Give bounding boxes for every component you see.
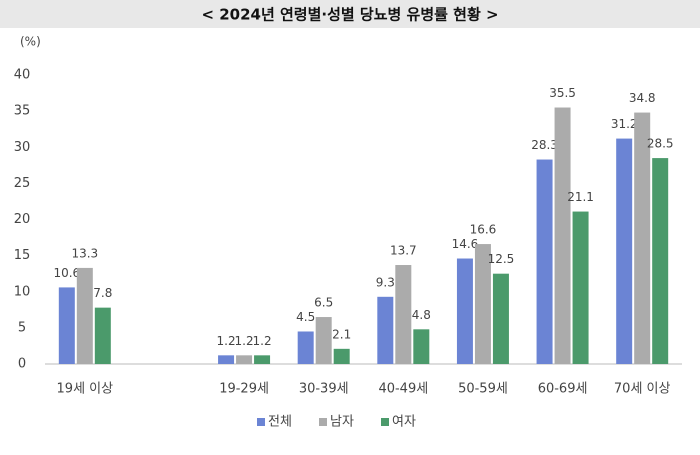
value-label: 10.6 [53, 266, 80, 280]
x-tick-label: 30-39세 [299, 382, 349, 397]
x-tick-label: 60-69세 [538, 382, 588, 397]
value-label: 7.8 [93, 286, 112, 300]
y-tick-label: 20 [14, 212, 31, 227]
y-tick-label: 35 [14, 104, 31, 119]
bar [456, 258, 473, 364]
bar [413, 329, 430, 364]
bar [395, 265, 412, 364]
value-label: 4.5 [296, 310, 315, 324]
bar [474, 244, 491, 364]
bar [554, 107, 571, 364]
value-label: 2.1 [332, 327, 351, 341]
value-label: 34.8 [629, 91, 656, 105]
bar [492, 273, 509, 364]
value-label: 28.3 [531, 138, 558, 152]
legend-label: 남자 [330, 415, 354, 430]
bar [616, 138, 633, 364]
value-label: 1.2 [253, 334, 272, 348]
bar [333, 348, 350, 364]
chart-title: < 2024년 연령별·성별 당뇨병 유병률 현황 > [201, 6, 498, 24]
bar [58, 287, 75, 364]
value-label: 1.2 [217, 334, 236, 348]
bar [76, 267, 93, 364]
title-bar [0, 0, 700, 28]
bar [297, 331, 314, 364]
bar [94, 307, 111, 364]
value-label: 6.5 [314, 296, 333, 310]
bar [652, 158, 669, 364]
value-label: 9.3 [376, 275, 395, 289]
x-tick-label: 50-59세 [458, 382, 508, 397]
value-label: 28.5 [647, 137, 674, 151]
legend-label: 전체 [268, 415, 292, 430]
value-label: 14.6 [452, 237, 479, 251]
value-label: 1.2 [235, 334, 254, 348]
y-tick-label: 10 [14, 284, 31, 299]
bar [536, 159, 553, 364]
x-tick-label: 70세 이상 [614, 382, 671, 397]
y-tick-label: 25 [14, 176, 31, 191]
bar [315, 317, 332, 364]
bar [377, 296, 394, 364]
value-label: 12.5 [488, 252, 515, 266]
y-tick-label: 15 [14, 248, 31, 263]
bar [634, 112, 651, 364]
y-tick-label: 30 [14, 140, 31, 155]
y-tick-label: 0 [18, 357, 26, 372]
value-label: 16.6 [470, 223, 497, 237]
value-label: 31.2 [611, 117, 638, 131]
value-label: 13.3 [71, 246, 98, 260]
y-tick-label: 40 [14, 68, 31, 83]
x-tick-label: 40-49세 [378, 382, 428, 397]
y-tick-label: 5 [18, 320, 26, 335]
value-label: 21.1 [567, 190, 594, 204]
bar [572, 211, 589, 364]
value-label: 13.7 [390, 244, 417, 258]
bar [218, 355, 235, 364]
legend-swatch [381, 418, 389, 426]
value-label: 4.8 [412, 308, 431, 322]
x-tick-label: 19세 이상 [57, 382, 114, 397]
legend-swatch [257, 418, 265, 426]
legend-swatch [319, 418, 327, 426]
y-unit: (%) [20, 35, 41, 49]
x-tick-label: 19-29세 [219, 382, 269, 397]
legend-label: 여자 [392, 415, 416, 430]
value-label: 35.5 [549, 86, 576, 100]
bar [236, 355, 253, 364]
bar [254, 355, 271, 364]
